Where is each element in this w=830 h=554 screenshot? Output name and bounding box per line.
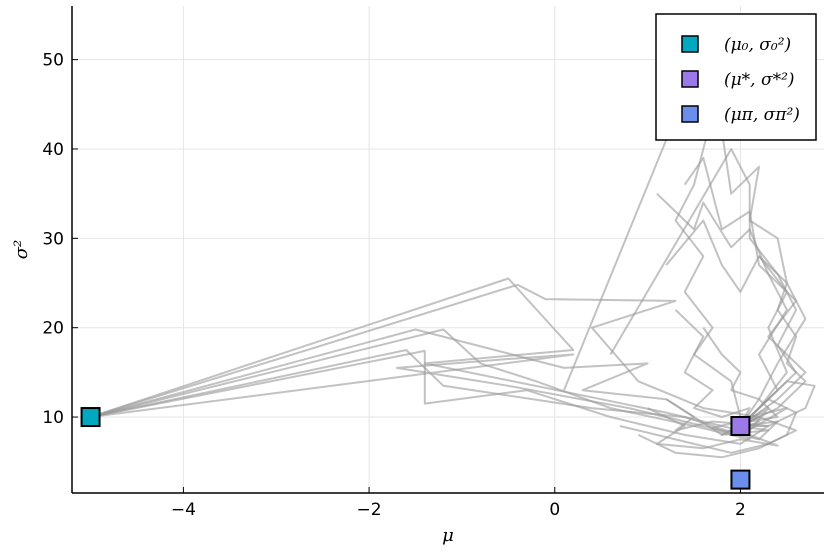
x-tick-label-1: −2 bbox=[357, 500, 382, 520]
trajectory-line-9 bbox=[683, 156, 807, 427]
trajectory-line-13 bbox=[674, 309, 751, 427]
legend: (μ₀, σ₀²) (μ*, σ*²) (μπ, σπ²) bbox=[655, 13, 817, 141]
legend-label-2: (μπ, σπ²) bbox=[724, 105, 800, 125]
y-tick-label-2: 30 bbox=[42, 229, 64, 249]
y-tick-label-1: 20 bbox=[42, 319, 64, 339]
trajectory-line-5 bbox=[90, 353, 779, 441]
marker-series-1-0 bbox=[730, 415, 751, 436]
trajectory-line-10 bbox=[665, 219, 788, 427]
trajectory-line-16 bbox=[665, 380, 816, 432]
legend-swatch-2 bbox=[681, 105, 699, 123]
y-tick-label-0: 10 bbox=[42, 408, 64, 428]
trajectory-line-11 bbox=[656, 192, 788, 427]
legend-swatch-1 bbox=[681, 70, 699, 88]
legend-label-0: (μ₀, σ₀²) bbox=[724, 35, 791, 55]
trajectories bbox=[90, 112, 816, 459]
y-tick-label-4: 50 bbox=[42, 51, 64, 71]
x-axis-label: μ bbox=[442, 525, 454, 546]
marker-series-2-0 bbox=[730, 469, 751, 490]
y-axis-label: σ² bbox=[11, 240, 32, 260]
x-tick-label-3: 2 bbox=[735, 500, 746, 520]
y-tick-label-3: 40 bbox=[42, 140, 64, 160]
trajectory-line-7 bbox=[563, 112, 742, 426]
x-tick-label-2: 0 bbox=[549, 500, 560, 520]
trajectory-line-18 bbox=[702, 327, 779, 427]
tick-labels: −4 −2 0 2 10 20 30 40 50 bbox=[42, 51, 745, 520]
axes bbox=[71, 6, 824, 494]
legend-swatch-0 bbox=[681, 35, 699, 53]
trajectory-line-12 bbox=[720, 130, 807, 427]
marker-series-0-0 bbox=[80, 407, 101, 428]
x-tick-label-0: −4 bbox=[171, 500, 196, 520]
trajectory-line-3 bbox=[90, 328, 770, 436]
trajectory-line-19 bbox=[739, 255, 807, 427]
markers bbox=[80, 407, 751, 490]
legend-label-1: (μ*, σ*²) bbox=[724, 70, 795, 90]
trajectory-line-6 bbox=[90, 349, 770, 445]
